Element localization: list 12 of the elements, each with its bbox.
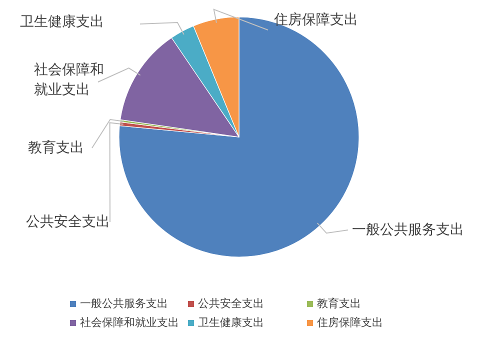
legend-label: 教育支出 bbox=[317, 296, 361, 311]
slice-label: 社会保障和就业支出 bbox=[34, 61, 105, 100]
slice-label: 公共安全支出 bbox=[26, 213, 111, 232]
category-label: 住房保障支出 bbox=[274, 12, 358, 28]
legend-label: 公共安全支出 bbox=[198, 296, 264, 311]
slice-label: 教育支出 bbox=[28, 139, 85, 158]
legend-label: 社会保障和就业支出 bbox=[80, 315, 179, 330]
legend-label: 住房保障支出 bbox=[317, 315, 383, 330]
category-label: 卫生健康支出 bbox=[20, 14, 104, 30]
slice-label: 一般公共服务支出 bbox=[352, 221, 465, 240]
legend-label: 卫生健康支出 bbox=[198, 315, 264, 330]
legend-label: 一般公共服务支出 bbox=[80, 296, 168, 311]
